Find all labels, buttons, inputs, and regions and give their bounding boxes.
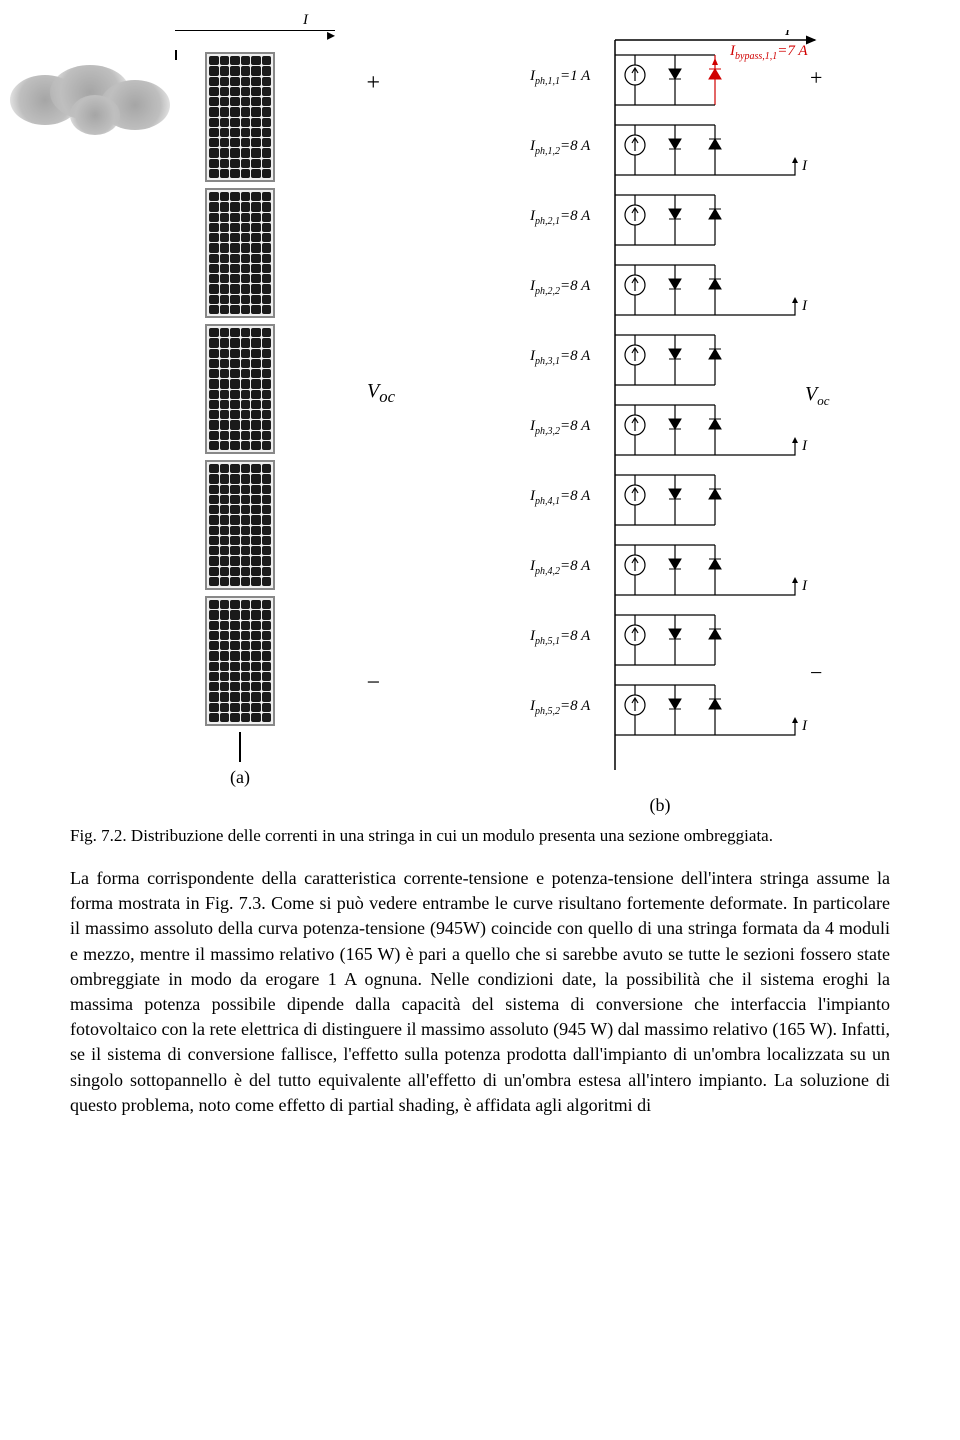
panel-a: I ▸ + Voc − (a) bbox=[90, 30, 390, 788]
solar-module bbox=[205, 460, 275, 590]
figure-7-2: I ▸ + Voc − (a) bbox=[60, 30, 900, 816]
plus-b: + bbox=[810, 65, 822, 90]
i-top-b: I bbox=[784, 30, 791, 39]
iph-label: Iph,4,2=8 A bbox=[529, 558, 591, 577]
current-i-top-a: I bbox=[303, 12, 308, 29]
iph-label: Iph,5,1=8 A bbox=[529, 628, 591, 647]
iph-label: Iph,5,2=8 A bbox=[529, 698, 591, 717]
figure-caption: Fig. 7.2. Distribuzione delle correnti i… bbox=[60, 826, 900, 846]
solar-module bbox=[205, 188, 275, 318]
side-i-label: I bbox=[801, 438, 808, 454]
side-i-label: I bbox=[801, 158, 808, 174]
iph-label: Iph,1,1=1 A bbox=[529, 68, 591, 87]
solar-module bbox=[205, 324, 275, 454]
side-i-label: I bbox=[801, 578, 808, 594]
iph-label: Iph,1,2=8 A bbox=[529, 138, 591, 157]
arrow-right-a: ▸ bbox=[327, 25, 335, 45]
voc-b: Voc bbox=[805, 383, 830, 408]
side-i-label: I bbox=[801, 298, 808, 314]
panel-a-label: (a) bbox=[230, 767, 250, 788]
bypass-label: Ibypass,1,1=7 A bbox=[729, 43, 808, 62]
plus-a: + bbox=[366, 70, 380, 97]
side-i-label: I bbox=[801, 718, 808, 734]
body-paragraph: La forma corrispondente della caratteris… bbox=[60, 866, 900, 1118]
solar-module bbox=[205, 52, 275, 182]
iph-label: Iph,3,2=8 A bbox=[529, 418, 591, 437]
modules-stack bbox=[205, 52, 275, 732]
voc-a: Voc bbox=[367, 380, 395, 407]
wire-bottom-a bbox=[239, 732, 241, 762]
minus-a: − bbox=[366, 670, 380, 697]
iph-label: Iph,2,2=8 A bbox=[529, 278, 591, 297]
iph-label: Iph,4,1=8 A bbox=[529, 488, 591, 507]
circuit-diagram: I Iph,1,1=1 A Iph,1,2=8 A I Iph,2,1=8 A Iph,… bbox=[475, 30, 845, 790]
minus-b: − bbox=[810, 660, 822, 685]
cloud-shadow bbox=[10, 55, 170, 145]
solar-module bbox=[205, 596, 275, 726]
panel-b: I Iph,1,1=1 A Iph,1,2=8 A I Iph,2,1=8 A Iph,… bbox=[450, 30, 870, 816]
panel-b-label: (b) bbox=[650, 795, 671, 816]
iph-label: Iph,3,1=8 A bbox=[529, 348, 591, 367]
iph-label: Iph,2,1=8 A bbox=[529, 208, 591, 227]
